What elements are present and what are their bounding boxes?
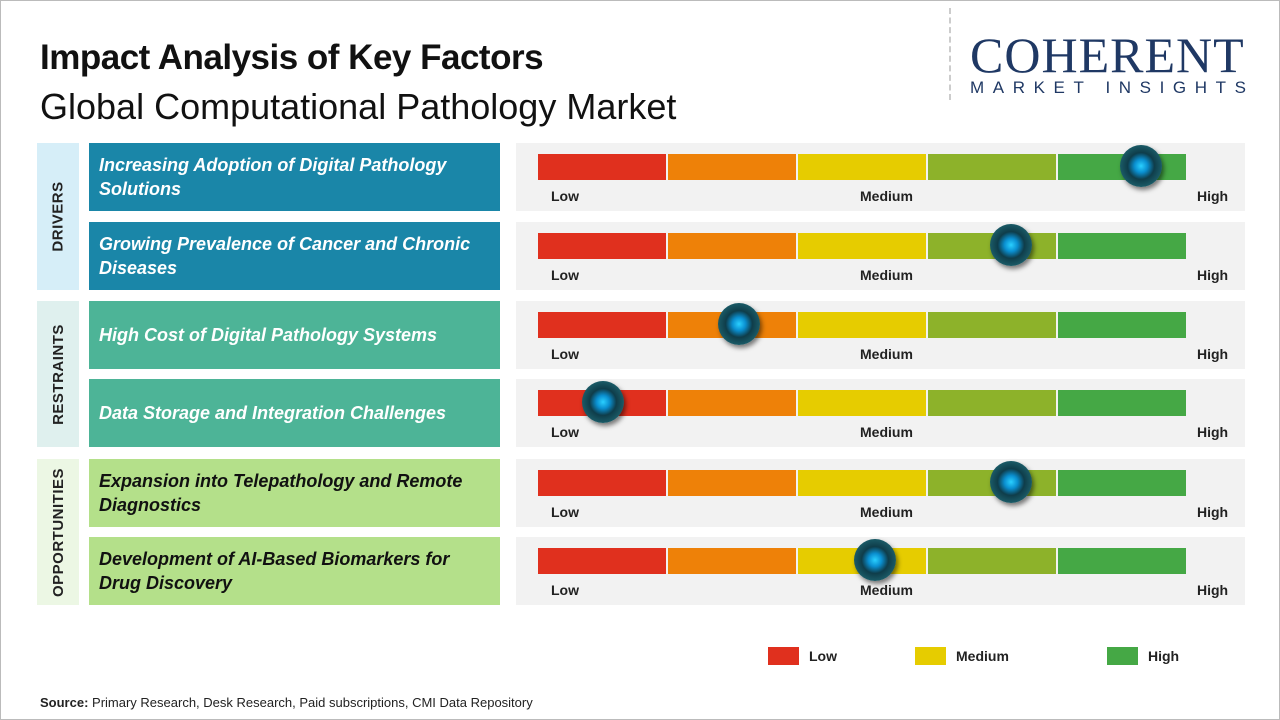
legend-medium: Medium	[915, 647, 1009, 665]
scale-segment	[668, 390, 796, 416]
legend-label: Medium	[956, 648, 1009, 664]
scale-segment	[668, 548, 796, 574]
scale-high-label: High	[1197, 582, 1229, 598]
scale-low-label: Low	[551, 504, 579, 520]
impact-gauge: Low Medium High	[516, 537, 1245, 605]
category-restraints: RESTRAINTS	[37, 301, 79, 447]
logo-tagline: MARKET INSIGHTS	[970, 78, 1255, 97]
scale-segment	[1058, 548, 1186, 574]
impact-scale-bar	[538, 312, 1186, 338]
scale-segment	[538, 548, 666, 574]
scale-segment	[1058, 312, 1186, 338]
scale-segment	[668, 233, 796, 259]
legend-swatch	[915, 647, 946, 665]
scale-medium-label: Medium	[860, 582, 913, 598]
impact-indicator-knob	[581, 381, 624, 423]
category-label: RESTRAINTS	[49, 323, 67, 425]
scale-medium-label: Medium	[860, 504, 913, 520]
scale-segment	[798, 470, 926, 496]
legend-label: Low	[809, 648, 837, 664]
scale-low-label: Low	[551, 346, 579, 362]
scale-segment	[538, 154, 666, 180]
impact-indicator-knob	[990, 461, 1033, 503]
factor-label: Increasing Adoption of Digital Pathology…	[89, 143, 500, 211]
scale-medium-label: Medium	[860, 188, 913, 204]
scale-segment	[798, 233, 926, 259]
page-title: Impact Analysis of Key Factors	[40, 38, 544, 77]
scale-segment	[668, 154, 796, 180]
scale-segment	[538, 470, 666, 496]
impact-scale-bar	[538, 548, 1186, 574]
scale-low-label: Low	[551, 188, 579, 204]
scale-segment	[538, 312, 666, 338]
legend-swatch	[1107, 647, 1138, 665]
category-drivers: DRIVERS	[37, 143, 79, 290]
impact-scale-bar	[538, 154, 1186, 180]
source-text: Primary Research, Desk Research, Paid su…	[88, 695, 533, 710]
factor-label: Growing Prevalence of Cancer and Chronic…	[89, 222, 500, 290]
legend-label: High	[1148, 648, 1180, 664]
scale-high-label: High	[1197, 346, 1229, 362]
legend-low: Low	[768, 647, 837, 665]
factor-label: High Cost of Digital Pathology Systems	[89, 301, 500, 369]
scale-medium-label: Medium	[860, 424, 913, 440]
legend-swatch	[768, 647, 799, 665]
category-opportunities: OPPORTUNITIES	[37, 459, 79, 605]
legend-high: High	[1107, 647, 1179, 665]
scale-low-label: Low	[551, 267, 579, 283]
scale-segment	[1058, 390, 1186, 416]
source-label: Source:	[40, 695, 89, 710]
factor-label: Data Storage and Integration Challenges	[89, 379, 500, 447]
scale-segment	[1058, 470, 1186, 496]
scale-high-label: High	[1197, 504, 1229, 520]
scale-segment	[538, 233, 666, 259]
scale-segment	[668, 470, 796, 496]
scale-segment	[798, 154, 926, 180]
impact-scale-bar	[538, 233, 1186, 259]
scale-low-label: Low	[551, 582, 579, 598]
factor-label: Expansion into Telepathology and Remote …	[89, 459, 500, 527]
scale-high-label: High	[1197, 188, 1229, 204]
scale-high-label: High	[1197, 424, 1229, 440]
divider	[949, 8, 951, 100]
impact-gauge: Low Medium High	[516, 143, 1245, 211]
scale-medium-label: Medium	[860, 267, 913, 283]
impact-scale-bar	[538, 390, 1186, 416]
source-note: Source: Primary Research, Desk Research,…	[40, 695, 533, 710]
scale-segment	[798, 390, 926, 416]
impact-scale-bar	[538, 470, 1186, 496]
category-label: DRIVERS	[49, 181, 67, 252]
scale-segment	[928, 548, 1056, 574]
scale-segment	[928, 154, 1056, 180]
impact-gauge: Low Medium High	[516, 222, 1245, 290]
scale-segment	[928, 312, 1056, 338]
impact-indicator-knob	[717, 303, 760, 345]
scale-medium-label: Medium	[860, 346, 913, 362]
impact-gauge: Low Medium High	[516, 379, 1245, 447]
scale-segment	[1058, 233, 1186, 259]
impact-indicator-knob	[990, 224, 1033, 266]
impact-gauge: Low Medium High	[516, 301, 1245, 369]
scale-high-label: High	[1197, 267, 1229, 283]
scale-segment	[798, 312, 926, 338]
logo-name: COHERENT	[970, 27, 1245, 83]
category-label: OPPORTUNITIES	[49, 467, 67, 597]
impact-indicator-knob	[1119, 145, 1162, 187]
scale-segment	[928, 390, 1056, 416]
page-subtitle: Global Computational Pathology Market	[40, 86, 677, 127]
impact-indicator-knob	[853, 539, 896, 581]
impact-gauge: Low Medium High	[516, 459, 1245, 527]
scale-low-label: Low	[551, 424, 579, 440]
factor-label: Development of AI-Based Biomarkers for D…	[89, 537, 500, 605]
